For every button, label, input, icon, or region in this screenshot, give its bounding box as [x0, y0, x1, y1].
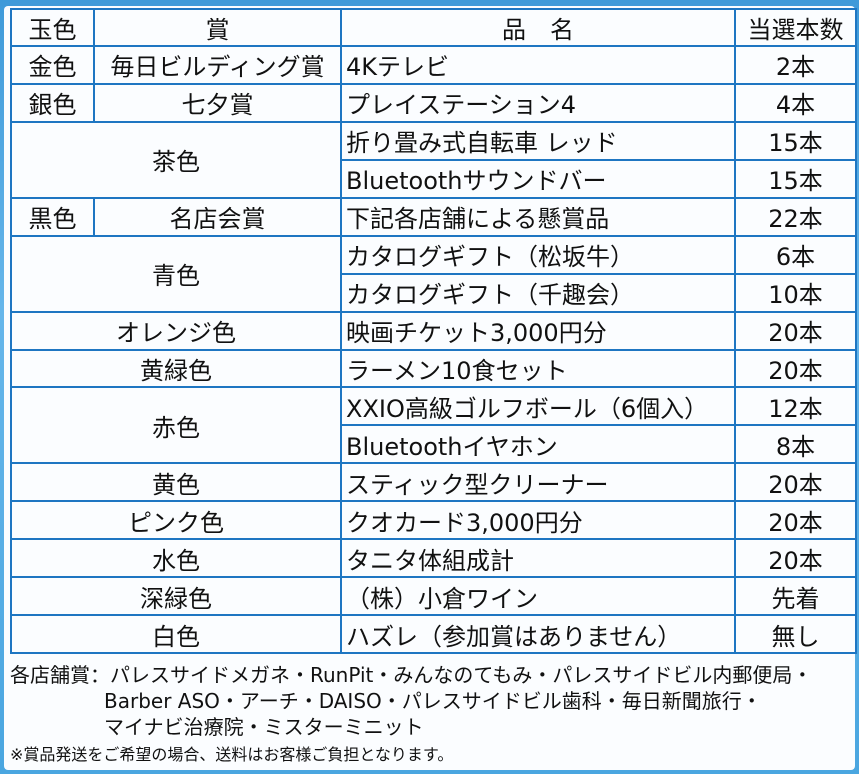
table-row: 深緑色 （株）小倉ワイン 先着 [10, 576, 857, 617]
table-row: 銀色 七夕賞 プレイステーション4 4本 [10, 82, 857, 123]
color-cell: 銀色 [10, 82, 95, 123]
item-cell: ハズレ（参加賞はありません） [340, 614, 736, 654]
table-row: 青色 カタログギフト（松坂牛） 6本 [10, 234, 857, 313]
count-cell: 20本 [734, 348, 857, 389]
item-cell: プレイステーション4 [340, 82, 736, 123]
item-cell: カタログギフト（千趣会） [340, 272, 736, 313]
color-cell: 深緑色 [10, 576, 342, 617]
award-cell: 毎日ビルディング賞 [93, 45, 342, 85]
count-cell: 20本 [734, 500, 857, 541]
shipping-note: ※賞品発送をご希望の場合、送料はお客様ご負担となります。 [10, 745, 454, 764]
table-row: 金色 毎日ビルディング賞 4Kテレビ 2本 [10, 45, 857, 85]
color-cell: 黄色 [10, 462, 342, 503]
table-row: 水色 タニタ体組成計 20本 [10, 538, 857, 579]
shops-note-line-2: Barber ASO・アーチ・DAISO・パレスサイドビル歯科・毎日新聞旅行・ [104, 689, 762, 713]
award-cell: 名店会賞 [93, 196, 342, 237]
item-cell: 4Kテレビ [340, 45, 736, 85]
color-cell: 水色 [10, 538, 342, 579]
table-row: 茶色 折り畳み式自転車 レッド 15本 [10, 120, 857, 199]
item-cell: 折り畳み式自転車 レッド [340, 120, 736, 161]
notes-section: 各店舗賞：パレスサイドメガネ・RunPit・みんなのてもみ・パレスサイドビル内郵… [10, 662, 855, 766]
count-cell: 22本 [734, 196, 857, 237]
table-row: 白色 ハズレ（参加賞はありません） 無し [10, 614, 857, 654]
shops-note-line-1: 各店舗賞：パレスサイドメガネ・RunPit・みんなのてもみ・パレスサイドビル内郵… [10, 663, 813, 687]
color-cell: 茶色 [10, 120, 342, 199]
item-cell: Bluetoothサウンドバー [340, 158, 736, 199]
count-cell: 2本 [734, 45, 857, 85]
count-cell: 20本 [734, 462, 857, 503]
header-award: 賞 [93, 8, 342, 47]
count-cell: 無し [734, 614, 857, 654]
color-cell: ピンク色 [10, 500, 342, 541]
prize-table: 玉色 賞 品 名 当選本数 金色 毎日ビルディング賞 4Kテレビ 2本 銀色 七… [10, 8, 857, 654]
count-cell: 先着 [734, 576, 857, 617]
color-cell: 青色 [10, 234, 342, 313]
item-cell: カタログギフト（松坂牛） [340, 234, 736, 275]
color-cell: 白色 [10, 614, 342, 654]
item-cell: Bluetoothイヤホン [340, 424, 736, 465]
color-cell: オレンジ色 [10, 310, 342, 351]
table-row: 黄緑色 ラーメン10食セット 20本 [10, 348, 857, 389]
header-count: 当選本数 [734, 8, 857, 47]
count-cell: 15本 [734, 158, 857, 199]
color-cell: 金色 [10, 45, 95, 85]
table-row: カタログギフト（千趣会） 10本 [11, 272, 857, 313]
count-cell: 20本 [734, 310, 857, 351]
table-header-row: 玉色 賞 品 名 当選本数 [10, 8, 857, 47]
count-cell: 4本 [734, 82, 857, 123]
table-row: 黄色 スティック型クリーナー 20本 [10, 462, 857, 503]
item-cell: ラーメン10食セット [340, 348, 736, 389]
count-cell: 6本 [734, 234, 857, 275]
item-cell: クオカード3,000円分 [340, 500, 736, 541]
item-cell: 下記各店舗による懸賞品 [340, 196, 736, 237]
color-cell: 黒色 [10, 196, 95, 237]
count-cell: 15本 [734, 120, 857, 161]
item-cell: 映画チケット3,000円分 [340, 310, 736, 351]
color-cell: 赤色 [10, 386, 342, 465]
item-cell: タニタ体組成計 [340, 538, 736, 579]
item-cell: スティック型クリーナー [340, 462, 736, 503]
table-row: 黒色 名店会賞 下記各店舗による懸賞品 22本 [10, 196, 857, 237]
award-cell: 七夕賞 [93, 82, 342, 123]
count-cell: 10本 [734, 272, 857, 313]
item-cell: （株）小倉ワイン [340, 576, 736, 617]
table-row: Bluetoothイヤホン 8本 [11, 424, 857, 465]
color-cell: 黄緑色 [10, 348, 342, 389]
table-row: オレンジ色 映画チケット3,000円分 20本 [10, 310, 857, 351]
table-row: ピンク色 クオカード3,000円分 20本 [10, 500, 857, 541]
count-cell: 8本 [734, 424, 857, 465]
count-cell: 20本 [734, 538, 857, 579]
count-cell: 12本 [734, 386, 857, 427]
header-color: 玉色 [10, 8, 95, 47]
shops-note-line-3: マイナビ治療院・ミスターミニット [104, 715, 424, 739]
table-row: Bluetoothサウンドバー 15本 [11, 158, 857, 199]
item-cell: XXIO高級ゴルフボール（6個入） [340, 386, 736, 427]
header-item: 品 名 [340, 8, 736, 47]
table-row: 赤色 XXIO高級ゴルフボール（6個入） 12本 [10, 386, 857, 465]
